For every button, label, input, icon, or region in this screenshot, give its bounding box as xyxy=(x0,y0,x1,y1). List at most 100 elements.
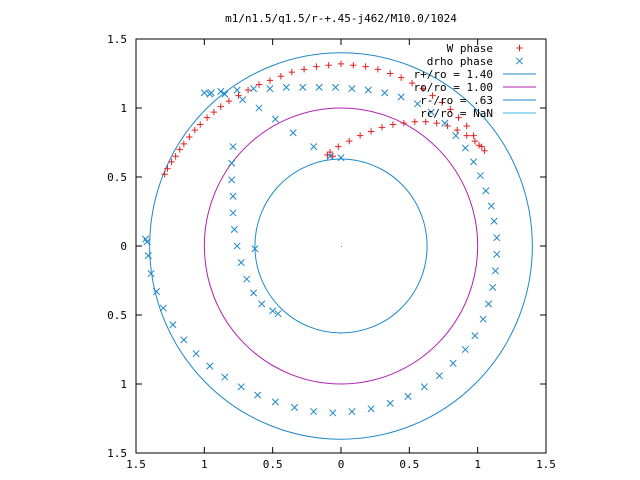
series-0-point-38 xyxy=(478,143,485,150)
series-1-point-71 xyxy=(233,242,241,250)
y-tick-label-2: 0.5 xyxy=(107,171,127,184)
y-tick-label-6: 1.5 xyxy=(107,447,127,460)
series-0-point-19 xyxy=(300,66,308,73)
series-1-point-39 xyxy=(471,332,479,340)
series-1-point-65 xyxy=(229,143,237,151)
legend-marker-series-1 xyxy=(515,57,524,65)
series-1-point-57 xyxy=(180,336,188,344)
series-0-point-9 xyxy=(203,114,211,121)
series-1-point-58 xyxy=(169,321,177,329)
series-1-point-46 xyxy=(367,405,375,413)
series-0-point-21 xyxy=(325,62,332,69)
series-0-point-0 xyxy=(161,171,168,178)
series-0-point-27 xyxy=(397,74,405,81)
series-1-point-54 xyxy=(221,373,229,381)
series-1-point-16 xyxy=(299,83,307,91)
series-0-point-33 xyxy=(455,114,462,121)
series-0-point-12 xyxy=(225,97,233,105)
series-1-point-68 xyxy=(229,192,237,200)
x-tick-label-3: 0 xyxy=(338,458,345,471)
series-1-point-14 xyxy=(266,85,274,93)
series-0-point-49 xyxy=(367,128,375,135)
series-1-point-56 xyxy=(192,350,200,358)
series-0-point-25 xyxy=(374,66,382,73)
series-1-point-25 xyxy=(441,119,449,127)
series-1-point-32 xyxy=(490,217,498,225)
series-1-point-2 xyxy=(310,143,318,151)
series-1-point-30 xyxy=(482,187,490,195)
series-1-point-17 xyxy=(315,83,323,91)
series-1-point-6 xyxy=(239,96,247,104)
legend-label-series-1: drho phase xyxy=(427,55,493,68)
series-0-point-28 xyxy=(408,79,416,87)
series-1-point-48 xyxy=(329,409,337,417)
series-0-point-26 xyxy=(387,70,394,77)
series-1-point-29 xyxy=(476,172,484,180)
series-0-point-20 xyxy=(313,63,320,70)
series-0-point-54 xyxy=(324,151,331,159)
series-1-point-40 xyxy=(461,345,469,354)
series-1-point-3 xyxy=(289,129,297,137)
series-0-point-7 xyxy=(191,126,198,134)
y-tick-label-3: 0 xyxy=(120,240,127,253)
series-1 xyxy=(142,83,501,417)
series-1-point-62 xyxy=(144,252,152,260)
x-tick-label-0: 1.5 xyxy=(126,458,146,471)
chart-title: m1/n1.5/q1.5/r-+.45-j462/M10.0/1024 xyxy=(225,12,457,25)
series-1-point-34 xyxy=(493,250,501,258)
legend-label-circle-3: rc/ro = NaN xyxy=(420,107,493,120)
series-1-point-60 xyxy=(152,287,161,296)
series-1-point-20 xyxy=(364,86,372,94)
series-0-point-47 xyxy=(389,121,397,128)
series-1-point-19 xyxy=(348,85,356,93)
series-1-point-37 xyxy=(485,300,493,308)
series-1-point-59 xyxy=(159,304,167,312)
series-1-point-24 xyxy=(427,108,435,116)
series-1-point-44 xyxy=(404,392,412,400)
origin-dot xyxy=(341,246,342,247)
series-0-point-32 xyxy=(447,106,454,113)
series-1-point-12 xyxy=(233,86,241,94)
series-0-point-11 xyxy=(217,103,224,110)
series-0 xyxy=(161,60,488,178)
series-1-point-47 xyxy=(348,408,356,416)
series-1-point-4 xyxy=(271,115,279,123)
series-0-point-31 xyxy=(438,99,446,106)
series-1-point-23 xyxy=(413,100,422,108)
series-0-point-48 xyxy=(378,124,386,131)
x-tick-label-4: 0.5 xyxy=(399,458,419,471)
series-0-point-22 xyxy=(337,60,345,68)
series-0-point-8 xyxy=(197,121,204,128)
series-1-point-31 xyxy=(487,202,495,210)
series-0-point-23 xyxy=(350,62,357,69)
series-1-point-33 xyxy=(493,234,501,242)
series-0-point-6 xyxy=(186,133,193,141)
series-0-point-40 xyxy=(463,132,470,139)
series-0-point-14 xyxy=(244,86,252,94)
series-0-point-24 xyxy=(362,63,369,70)
legend-label-series-0: W phase xyxy=(447,42,493,55)
series-1-point-15 xyxy=(282,83,290,91)
series-0-point-39 xyxy=(471,137,479,145)
series-1-point-36 xyxy=(489,283,497,291)
x-tick-label-6: 1.5 xyxy=(536,458,556,471)
circle-0 xyxy=(149,52,533,440)
series-0-point-53 xyxy=(326,148,334,156)
series-1-point-9 xyxy=(200,89,208,97)
series-1-point-53 xyxy=(237,383,245,391)
x-tick-label-1: 1 xyxy=(201,458,208,471)
series-0-point-3 xyxy=(172,153,179,160)
y-tick-label-0: 1.5 xyxy=(107,33,127,46)
series-1-point-76 xyxy=(269,307,277,315)
axes: 1.5 1 0.5 0 0.5 1 1.51.510.500.511.5 xyxy=(107,33,556,471)
series-0-point-10 xyxy=(210,108,218,116)
series-1-point-28 xyxy=(470,158,478,166)
series-1-point-72 xyxy=(237,259,245,267)
series-0-point-35 xyxy=(470,132,477,139)
series-1-point-73 xyxy=(243,275,251,283)
legend-label-circle-2: r-/ro = .63 xyxy=(420,94,493,107)
series-1-point-35 xyxy=(491,267,499,275)
series-0-point-36 xyxy=(475,142,483,149)
